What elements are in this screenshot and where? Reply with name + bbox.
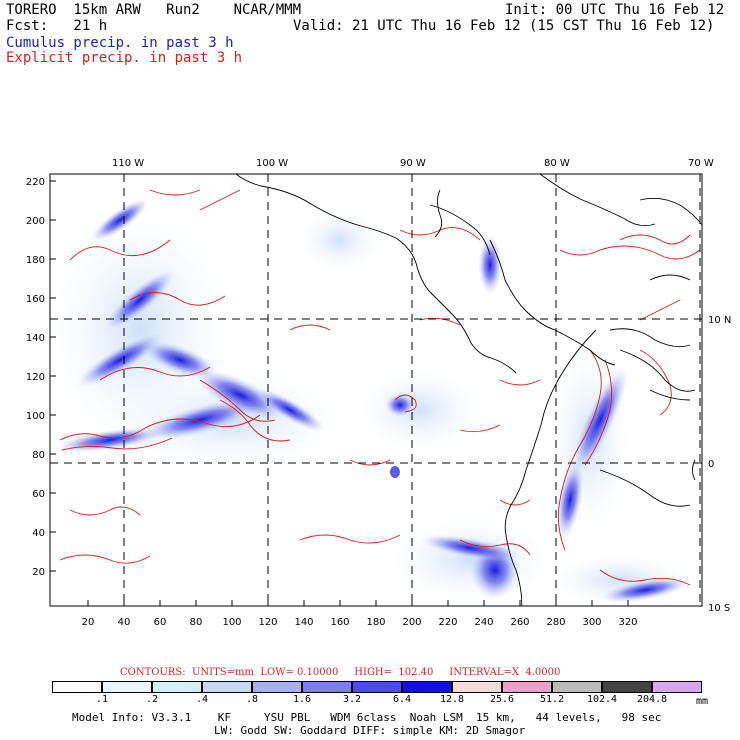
x-tick-label: 160 bbox=[330, 617, 349, 628]
graticule bbox=[50, 174, 702, 606]
colorbar-swatch bbox=[502, 681, 552, 693]
colorbar-swatch bbox=[552, 681, 602, 693]
colorbar-swatch bbox=[652, 681, 702, 693]
y-tick-label: 80 bbox=[32, 450, 45, 461]
y-tick-label: 180 bbox=[26, 255, 45, 266]
colorbar-label: 12.8 bbox=[439, 694, 465, 705]
lon-label-110w: 110 W bbox=[112, 158, 144, 169]
colorbar-label: 3.2 bbox=[342, 694, 362, 705]
y-tick-label: 120 bbox=[26, 372, 45, 383]
x-tick-label: 60 bbox=[154, 617, 167, 628]
colorbar-label: 51.2 bbox=[539, 694, 565, 705]
x-tick-label: 140 bbox=[294, 617, 313, 628]
header-forecast-hour: Fcst: 21 h bbox=[6, 18, 108, 34]
x-tick-label: 180 bbox=[366, 617, 385, 628]
lon-label-90w: 90 W bbox=[400, 158, 426, 169]
colorbar-swatch bbox=[102, 681, 152, 693]
x-tick-label: 120 bbox=[258, 617, 277, 628]
colorbar-swatch bbox=[452, 681, 502, 693]
y-tick-label: 60 bbox=[32, 489, 45, 500]
lat-label-0: 0 bbox=[708, 459, 714, 470]
lat-label-10s: 10 S bbox=[708, 603, 730, 614]
x-tick-label: 300 bbox=[582, 617, 601, 628]
colorbar-label: .2 bbox=[145, 694, 159, 705]
colorbar-swatch bbox=[352, 681, 402, 693]
y-axis-ticks: 220 200 180 160 140 120 100 80 60 40 20 bbox=[26, 177, 56, 578]
x-tick-label: 20 bbox=[82, 617, 95, 628]
colorbar-labels: .1 .2 .4 .8 1.6 3.2 6.4 12.8 25.6 51.2 102.4 204.8 bbox=[0, 694, 740, 706]
header-model-title: TORERO 15km ARW Run2 NCAR/MMM bbox=[6, 2, 302, 18]
y-tick-label: 200 bbox=[26, 216, 45, 227]
contour-info: CONTOURS: UNITS=mm LOW= 0.10000 HIGH= 10… bbox=[120, 667, 561, 678]
explicit-precip-contours bbox=[59, 189, 701, 586]
colorbar-label: 102.4 bbox=[586, 694, 618, 705]
colorbar-label: .4 bbox=[195, 694, 209, 705]
x-tick-label: 260 bbox=[510, 617, 529, 628]
colorbar-label: 25.6 bbox=[489, 694, 515, 705]
colorbar-label: .1 bbox=[95, 694, 109, 705]
colorbar bbox=[52, 681, 702, 693]
lon-label-80w: 80 W bbox=[544, 158, 570, 169]
x-tick-label: 100 bbox=[222, 617, 241, 628]
colorbar-units: mm bbox=[696, 696, 709, 707]
x-tick-label: 240 bbox=[474, 617, 493, 628]
colorbar-swatch bbox=[602, 681, 652, 693]
colorbar-swatch bbox=[152, 681, 202, 693]
colorbar-label: 1.6 bbox=[292, 694, 312, 705]
colorbar-label: 204.8 bbox=[636, 694, 668, 705]
x-tick-label: 280 bbox=[546, 617, 565, 628]
x-tick-label: 200 bbox=[402, 617, 421, 628]
legend-explicit-precip: Explicit precip. in past 3 h bbox=[6, 50, 243, 66]
lon-label-100w: 100 W bbox=[256, 158, 288, 169]
y-tick-label: 220 bbox=[26, 177, 45, 188]
x-tick-label: 80 bbox=[190, 617, 203, 628]
legend-cumulus-precip: Cumulus precip. in past 3 h bbox=[6, 35, 234, 51]
y-tick-label: 100 bbox=[26, 411, 45, 422]
x-tick-label: 320 bbox=[618, 617, 637, 628]
header-init-time: Init: 00 UTC Thu 16 Feb 12 bbox=[505, 2, 725, 18]
colorbar-label: 6.4 bbox=[392, 694, 412, 705]
header-valid-time: Valid: 21 UTC Thu 16 Feb 12 (15 CST Thu … bbox=[293, 18, 715, 34]
colorbar-label: .8 bbox=[245, 694, 259, 705]
x-axis-ticks: 20 40 60 80 100 120 140 160 180 200 220 240 260 280 30… bbox=[82, 600, 638, 628]
colorbar-swatch bbox=[202, 681, 252, 693]
colorbar-swatch bbox=[402, 681, 452, 693]
lat-label-10n: 10 N bbox=[708, 315, 731, 326]
y-tick-label: 20 bbox=[32, 567, 45, 578]
colorbar-swatch bbox=[52, 681, 102, 693]
coastlines bbox=[235, 174, 702, 606]
model-info-line1: Model Info: V3.3.1 KF YSU PBL WDM 6class… bbox=[72, 711, 662, 724]
model-info-line2: LW: Godd SW: Goddard DIFF: simple KM: 2D… bbox=[214, 724, 526, 737]
lon-label-70w: 70 W bbox=[688, 158, 714, 169]
y-tick-label: 140 bbox=[26, 333, 45, 344]
x-tick-label: 40 bbox=[118, 617, 131, 628]
colorbar-swatch bbox=[252, 681, 302, 693]
colorbar-swatch bbox=[302, 681, 352, 693]
y-tick-label: 160 bbox=[26, 294, 45, 305]
x-tick-label: 220 bbox=[438, 617, 457, 628]
y-tick-label: 40 bbox=[32, 528, 45, 539]
